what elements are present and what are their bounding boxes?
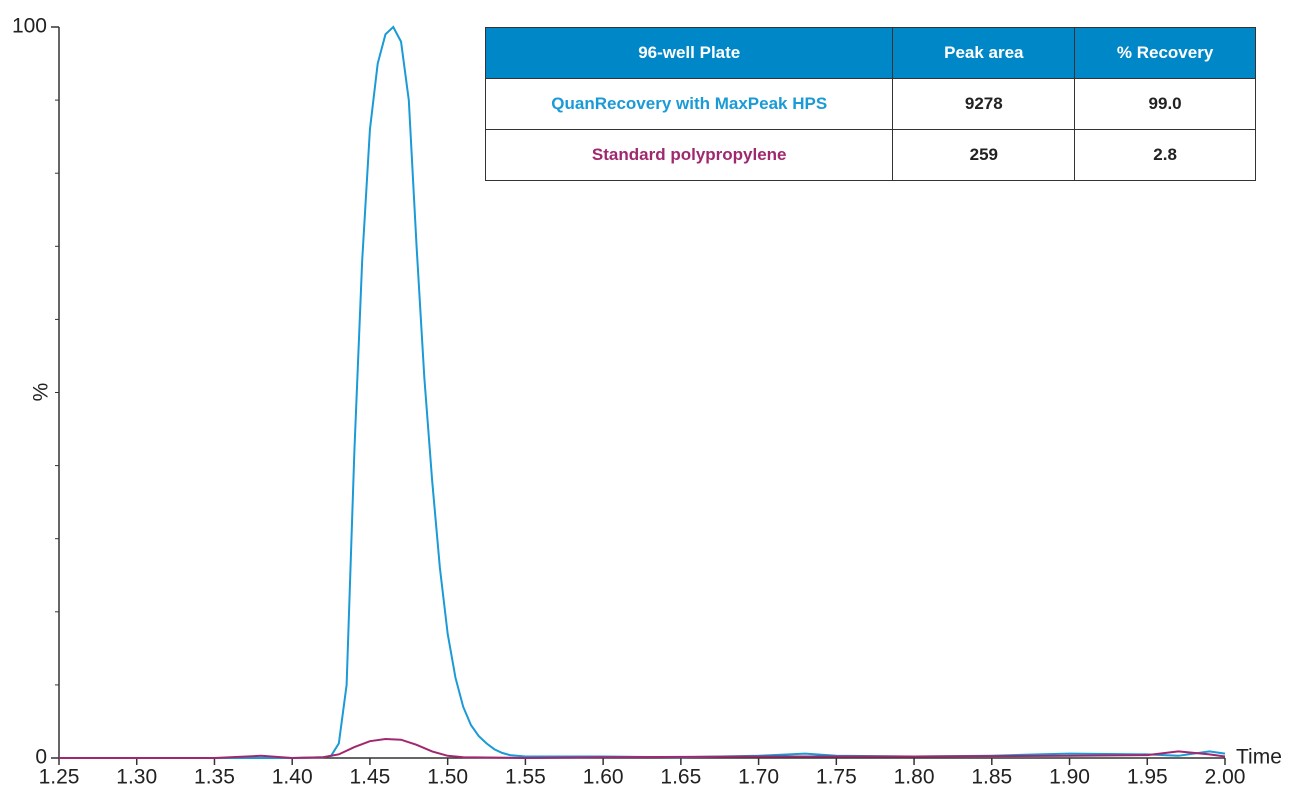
x-tick-label: 1.25	[39, 766, 80, 789]
results-table: 96-well Plate Peak area% Recovery QuanRec…	[484, 27, 1256, 181]
x-axis-label: Time	[1236, 746, 1282, 769]
x-tick-label: 1.70	[738, 766, 779, 789]
header-cell: % Recovery	[1074, 27, 1256, 79]
x-tick-label: 1.80	[894, 766, 935, 789]
table-cell: 259	[892, 129, 1076, 181]
x-tick-label: 1.95	[1127, 766, 1168, 789]
table-cell: 2.8	[1074, 129, 1256, 181]
table-row: Standard polypropylene 259 2.8	[484, 129, 1256, 181]
row-label: Standard polypropylene	[484, 129, 894, 181]
x-tick-label: 1.30	[116, 766, 157, 789]
table-row: QuanRecovery with MaxPeak HPS 9278 99.0	[484, 78, 1256, 130]
table-header: 96-well Plate Peak area% Recovery	[484, 27, 1256, 79]
x-tick-label: 1.85	[971, 766, 1012, 789]
series-line	[59, 737, 1226, 760]
x-tick-label: 1.45	[349, 766, 390, 789]
row-label: QuanRecovery with MaxPeak HPS	[484, 78, 894, 130]
header-cell: Peak area	[892, 27, 1076, 79]
x-tick-label: 1.65	[660, 766, 701, 789]
x-tick-label: 2.00	[1205, 766, 1246, 789]
y-axis-label: %	[30, 383, 53, 402]
x-tick-label: 1.75	[816, 766, 857, 789]
x-tick-label: 1.90	[1049, 766, 1090, 789]
header-cell: 96-well Plate	[484, 27, 894, 79]
table-cell: 9278	[892, 78, 1076, 130]
y-tick-label: 100	[12, 15, 47, 38]
table-cell: 99.0	[1074, 78, 1256, 130]
x-tick-label: 1.35	[194, 766, 235, 789]
x-tick-label: 1.40	[272, 766, 313, 789]
x-tick-label: 1.60	[583, 766, 624, 789]
x-tick-label: 1.55	[505, 766, 546, 789]
y-tick-label: 0	[35, 746, 47, 769]
x-tick-label: 1.50	[427, 766, 468, 789]
